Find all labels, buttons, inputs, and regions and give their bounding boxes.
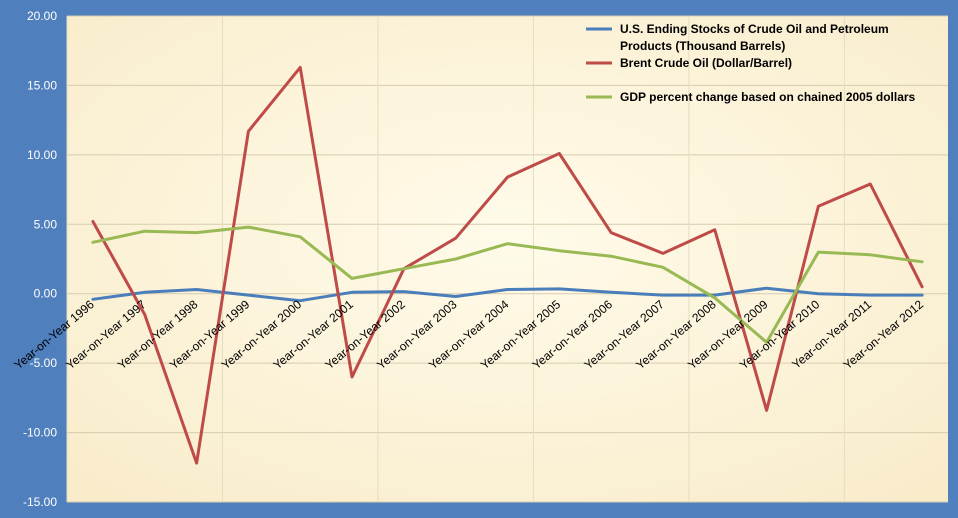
y-tick-label: -5.00 [30, 356, 58, 370]
legend-label: Brent Crude Oil (Dollar/Barrel) [620, 56, 792, 70]
data-point [869, 294, 872, 297]
series-line-3 [91, 225, 924, 344]
data-point [765, 409, 768, 412]
data-point [299, 235, 302, 238]
data-point [713, 228, 716, 231]
data-point [869, 183, 872, 186]
data-point [610, 231, 613, 234]
data-point [661, 294, 664, 297]
data-point [454, 237, 457, 240]
y-tick-label: -10.00 [23, 426, 57, 440]
plot-area [67, 16, 948, 502]
data-point [454, 295, 457, 298]
y-tick-label: 0.00 [34, 287, 58, 301]
data-point [195, 462, 198, 465]
data-point [817, 251, 820, 254]
data-point [143, 230, 146, 233]
data-point [247, 294, 250, 297]
data-point [661, 266, 664, 269]
data-point [247, 130, 250, 133]
data-point [506, 242, 509, 245]
data-point [713, 296, 716, 299]
series-layer [91, 65, 924, 465]
data-point [91, 220, 94, 223]
data-point [817, 292, 820, 295]
data-point [506, 288, 509, 291]
legend-label: GDP percent change based on chained 2005… [620, 90, 916, 104]
y-tick-label: 10.00 [27, 148, 57, 162]
data-point [299, 66, 302, 69]
y-tick-label: -15.00 [23, 495, 57, 509]
data-point [558, 249, 561, 252]
data-point [506, 176, 509, 179]
data-point [921, 260, 924, 263]
data-point [402, 267, 405, 270]
y-tick-label: 5.00 [34, 217, 58, 231]
data-point [143, 291, 146, 294]
data-point [402, 290, 405, 293]
data-point [143, 313, 146, 316]
legend: U.S. Ending Stocks of Crude Oil and Petr… [586, 22, 916, 104]
data-point [299, 299, 302, 302]
data-point [558, 152, 561, 155]
series-line-1 [91, 286, 924, 303]
data-point [765, 287, 768, 290]
gridlines [66, 15, 948, 503]
data-point [351, 277, 354, 280]
data-point [91, 298, 94, 301]
data-point [558, 287, 561, 290]
data-point [610, 255, 613, 258]
data-point [454, 258, 457, 261]
legend-label: Products (Thousand Barrels) [620, 39, 785, 53]
data-point [869, 253, 872, 256]
data-point [921, 294, 924, 297]
data-point [247, 226, 250, 229]
series-line-2 [91, 65, 924, 465]
data-point [195, 288, 198, 291]
y-tick-label: 20.00 [27, 9, 57, 23]
data-point [351, 376, 354, 379]
data-point [195, 231, 198, 234]
data-point [661, 252, 664, 255]
data-point [91, 241, 94, 244]
y-axis: 20.00 15.00 10.00 5.00 0.00 -5.00 -10.00 -15.00 [23, 9, 57, 509]
data-point [610, 291, 613, 294]
legend-label: U.S. Ending Stocks of Crude Oil and Petr… [620, 22, 889, 36]
data-point [817, 205, 820, 208]
y-tick-label: 15.00 [27, 78, 57, 92]
data-point [351, 291, 354, 294]
data-point [921, 285, 924, 288]
